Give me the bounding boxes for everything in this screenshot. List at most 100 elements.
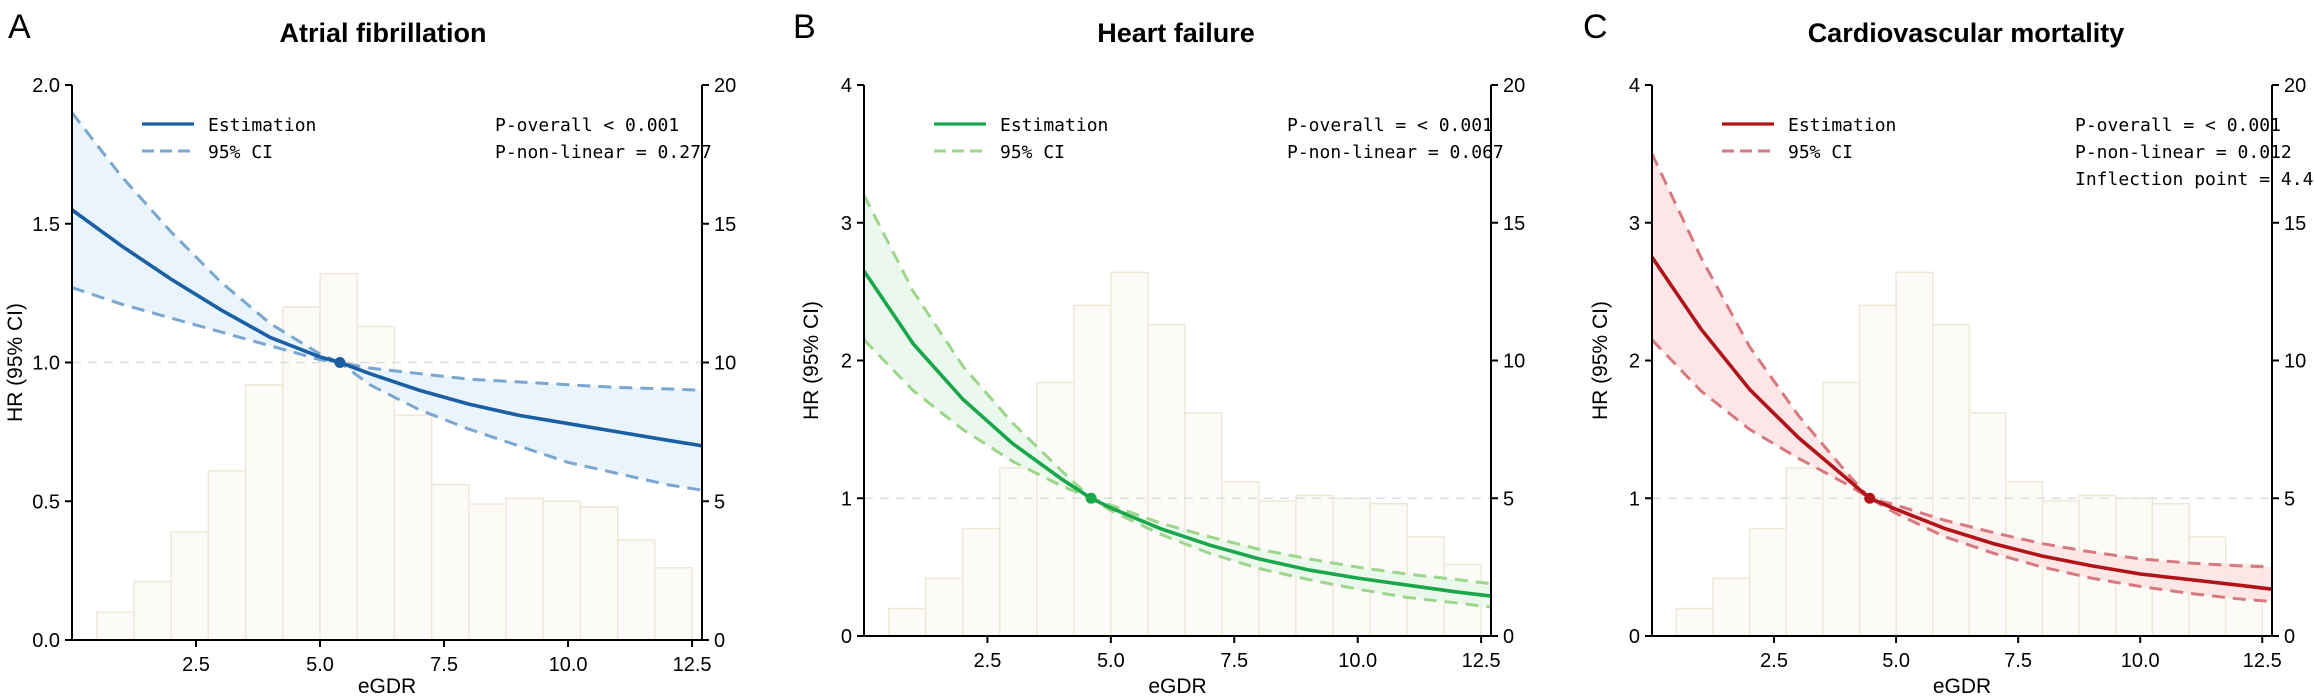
histogram-bar xyxy=(1968,412,2007,637)
y-axis-label: HR (95% CI) xyxy=(1589,301,1612,420)
histogram-bar xyxy=(616,539,656,641)
estimate-line xyxy=(1650,256,2273,591)
y-axis-label: HR (95% CI) xyxy=(4,303,27,422)
y-tick-label: 3 xyxy=(1629,213,1640,235)
y2-tick-label: 10 xyxy=(714,353,736,375)
x-tick-label: 5.0 xyxy=(1097,650,1125,672)
y-tick-label: 2 xyxy=(841,351,852,373)
legend: Estimation 95% CI xyxy=(934,115,1108,163)
chart-title: Cardiovascular mortality xyxy=(1808,18,2125,48)
panel-letter: C xyxy=(1583,8,1608,46)
y-tick-label: 2 xyxy=(1629,351,1640,373)
histogram-bar xyxy=(468,503,507,641)
x-tick-label: 7.5 xyxy=(2004,650,2032,672)
histogram-bar xyxy=(1932,323,1971,637)
histogram-bar xyxy=(925,577,964,637)
histogram-bar xyxy=(393,414,433,641)
histogram-bar xyxy=(1785,467,1824,637)
reference-point xyxy=(1864,492,1876,504)
y2-tick-label: 0 xyxy=(2284,626,2295,648)
x-tick-label: 2.5 xyxy=(974,650,1002,672)
histogram-bar xyxy=(133,581,172,641)
x-tick-label: 2.5 xyxy=(182,654,210,676)
ci-upper-line xyxy=(862,194,1492,586)
histogram-bar xyxy=(1858,304,1897,637)
histogram-bar xyxy=(654,567,693,641)
ci-lower-line xyxy=(1650,338,2273,604)
histogram-bar xyxy=(1184,412,1223,637)
annotation-text: P-non-linear = 0.277 xyxy=(495,142,712,163)
reference-point xyxy=(334,357,346,368)
y-tick-label: 3 xyxy=(841,213,852,235)
reference-point xyxy=(1085,492,1097,504)
histogram-bar xyxy=(579,506,619,641)
histogram-bar xyxy=(1036,381,1075,637)
y-tick-label: 2.0 xyxy=(32,75,60,97)
x-tick-label: 12.5 xyxy=(1462,650,1501,672)
legend: Estimation 95% CI xyxy=(142,115,316,163)
legend-estimation-label: Estimation xyxy=(1000,115,1108,136)
ci-band xyxy=(864,195,1491,608)
y-tick-label: 1 xyxy=(1629,488,1640,510)
ci-upper-line xyxy=(1650,153,2273,569)
x-axis-label: eGDR xyxy=(1148,675,1206,698)
histogram-bar xyxy=(1110,271,1149,637)
y2-tick-label: 0 xyxy=(714,630,725,652)
y2-tick-label: 5 xyxy=(2284,488,2295,510)
x-axis-label: eGDR xyxy=(358,675,416,698)
y-tick-label: 1 xyxy=(841,488,852,510)
y-tick-label: 4 xyxy=(841,75,852,97)
x-tick-label: 7.5 xyxy=(1220,650,1248,672)
annotation-text: P-overall = < 0.001 xyxy=(2075,115,2281,136)
x-tick-label: 5.0 xyxy=(306,654,334,676)
histogram xyxy=(887,271,1482,637)
histogram-bar xyxy=(207,470,247,641)
legend-ci-label: 95% CI xyxy=(208,142,273,163)
y2-tick-label: 20 xyxy=(714,75,736,97)
x-tick-label: 10.0 xyxy=(2121,650,2160,672)
legend: Estimation 95% CI xyxy=(1722,115,1896,163)
legend-ci-label: 95% CI xyxy=(1000,142,1065,163)
histogram-bar xyxy=(1822,381,1861,637)
histogram-bar xyxy=(170,531,210,641)
ci-band xyxy=(72,112,702,491)
y-tick-label: 0.5 xyxy=(32,491,60,513)
annotation-text: Inflection point = 4.46 xyxy=(2075,169,2314,190)
x-tick-label: 5.0 xyxy=(1882,650,1910,672)
histogram-bar xyxy=(319,273,358,641)
chart-title: Heart failure xyxy=(1097,18,1255,48)
y2-tick-label: 20 xyxy=(2284,75,2306,97)
y2-tick-label: 5 xyxy=(1503,488,1514,510)
histogram-bar xyxy=(999,467,1038,637)
histogram-bar xyxy=(430,483,470,641)
annotation-text: P-overall = < 0.001 xyxy=(1287,115,1493,136)
histogram-bar xyxy=(244,384,284,641)
y-tick-label: 0 xyxy=(1629,626,1640,648)
y-tick-label: 0.0 xyxy=(32,630,60,652)
histogram-bar xyxy=(1147,323,1186,637)
histogram-bar xyxy=(542,500,582,641)
estimate-line xyxy=(70,208,703,448)
histogram-bar xyxy=(505,497,544,641)
x-tick-label: 10.0 xyxy=(549,654,588,676)
y-tick-label: 4 xyxy=(1629,75,1640,97)
y2-tick-label: 10 xyxy=(1503,351,1525,373)
legend-estimation-label: Estimation xyxy=(1788,115,1896,136)
histogram-bar xyxy=(1712,577,1751,637)
histogram-bar xyxy=(887,607,927,637)
panel-a: A Atrial fibrillation 2.5 5.0 7.5 10.0 12.5 0.0… xyxy=(4,8,736,698)
histogram-bar xyxy=(96,611,135,641)
x-tick-label: 10.0 xyxy=(1338,650,1377,672)
annotation-text: P-overall < 0.001 xyxy=(495,115,679,136)
estimate-line xyxy=(862,269,1492,598)
y2-tick-label: 15 xyxy=(1503,213,1525,235)
y2-tick-label: 5 xyxy=(714,491,725,513)
ci-upper-line xyxy=(70,111,703,392)
y2-tick-label: 10 xyxy=(2284,351,2306,373)
histogram-bar xyxy=(1073,304,1112,637)
panel-letter: B xyxy=(793,8,816,46)
histogram-bar xyxy=(1748,527,1787,637)
